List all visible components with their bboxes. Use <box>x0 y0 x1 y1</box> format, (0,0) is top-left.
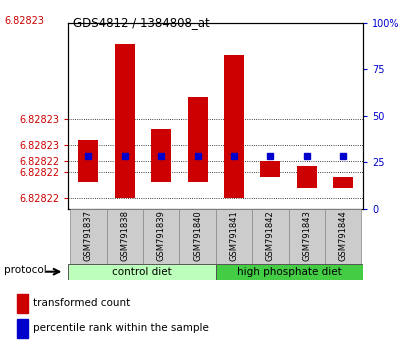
Text: transformed count: transformed count <box>33 298 130 308</box>
Text: 6.82823: 6.82823 <box>4 16 44 26</box>
Text: GSM791843: GSM791843 <box>302 210 311 261</box>
Text: GSM791842: GSM791842 <box>266 210 275 261</box>
Bar <box>143 209 179 264</box>
Text: high phosphate diet: high phosphate diet <box>237 267 342 277</box>
Bar <box>68 264 216 280</box>
Bar <box>151 129 171 182</box>
Bar <box>107 209 143 264</box>
Text: GSM791838: GSM791838 <box>120 210 129 261</box>
Bar <box>70 209 107 264</box>
Bar <box>224 55 244 198</box>
Text: GSM791839: GSM791839 <box>157 210 166 261</box>
Text: GDS4812 / 1384808_at: GDS4812 / 1384808_at <box>73 16 210 29</box>
Bar <box>288 209 325 264</box>
Bar <box>297 166 317 188</box>
Text: percentile rank within the sample: percentile rank within the sample <box>33 323 209 333</box>
Bar <box>115 44 135 198</box>
Text: GSM791840: GSM791840 <box>193 210 202 261</box>
Bar <box>325 209 361 264</box>
Bar <box>78 140 98 182</box>
Bar <box>252 209 288 264</box>
Text: GSM791844: GSM791844 <box>339 210 348 261</box>
Text: control diet: control diet <box>112 267 172 277</box>
Text: GSM791837: GSM791837 <box>84 210 93 261</box>
Bar <box>260 161 281 177</box>
Text: protocol: protocol <box>4 265 47 275</box>
Bar <box>188 97 208 182</box>
Bar <box>333 177 353 188</box>
Bar <box>216 264 363 280</box>
Bar <box>216 209 252 264</box>
Bar <box>179 209 216 264</box>
Text: GSM791841: GSM791841 <box>229 210 239 261</box>
